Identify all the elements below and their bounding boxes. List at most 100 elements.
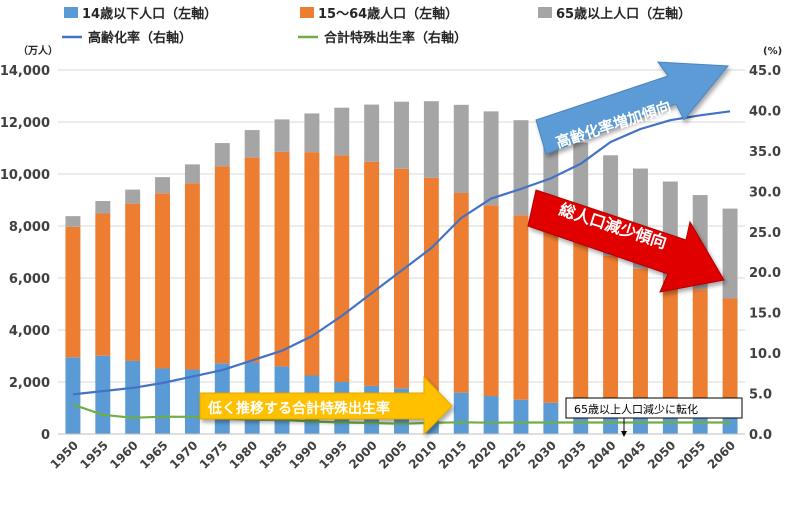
x-tick-label: 2000 (346, 438, 380, 472)
legend-label-elderly: 65歳以上人口（左軸） (556, 6, 691, 22)
right-tick-label: 20.0 (749, 266, 781, 281)
bar-elderly (244, 130, 260, 158)
bar-elderly (513, 120, 529, 216)
x-tick-label: 1955 (77, 438, 111, 472)
birthrate-trend-arrow: 低く推移する合計特殊出生率 (199, 375, 453, 436)
fertility-line (72, 403, 731, 425)
bar-young (125, 360, 141, 434)
bar-elderly (214, 143, 230, 167)
left-tick-label: 14,000 (0, 64, 50, 79)
bar-working (722, 298, 738, 414)
left-axis-ticks: 0 2,000 4,000 6,000 8,000 10,000 12,000 14,000 (0, 64, 50, 443)
x-tick-label: 2035 (555, 438, 589, 472)
right-tick-label: 45.0 (749, 64, 781, 79)
bar-young (184, 369, 200, 434)
lines-group (72, 110, 731, 425)
left-tick-label: 2,000 (9, 376, 50, 391)
bar-young (65, 357, 81, 434)
bar-elderly (95, 201, 111, 214)
bar-young (95, 355, 111, 434)
x-tick-label: 2005 (376, 438, 410, 472)
x-tick-label: 2020 (466, 438, 500, 472)
bar-working (483, 205, 499, 397)
right-tick-label: 30.0 (749, 185, 781, 200)
legend: 14歳以下人口（左軸） 15～64歳人口（左軸） 65歳以上人口（左軸） 高齢化… (62, 6, 691, 46)
bar-working (394, 168, 409, 389)
left-tick-label: 8,000 (9, 220, 50, 235)
bar-elderly (65, 216, 81, 227)
legend-swatch-working (300, 7, 314, 18)
right-tick-label: 25.0 (749, 226, 781, 241)
x-tick-label: 2060 (705, 438, 739, 472)
callout-label: 65歳以上人口減少に転化 (574, 402, 698, 416)
bar-elderly (125, 189, 141, 204)
left-tick-label: 12,000 (0, 116, 50, 131)
x-tick-label: 1980 (227, 438, 261, 472)
right-tick-label: 5.0 (749, 388, 772, 403)
right-tick-label: 35.0 (749, 145, 781, 160)
x-tick-label: 1950 (48, 438, 82, 472)
x-tick-label: 1965 (137, 438, 171, 472)
left-tick-label: 6,000 (9, 272, 50, 287)
legend-swatch-young (64, 7, 78, 18)
bar-young (722, 413, 738, 434)
bar-working (214, 166, 230, 364)
bar-elderly (184, 164, 200, 184)
bar-elderly (155, 177, 171, 194)
legend-label-fertility: 合計特殊出生率（右軸） (324, 30, 467, 46)
right-tick-label: 15.0 (749, 307, 781, 322)
right-tick-label: 0.0 (749, 428, 772, 443)
bar-working (692, 289, 708, 412)
bar-working (95, 213, 111, 356)
legend-label-young: 14歳以下人口（左軸） (82, 6, 217, 22)
callout-pointer-head (621, 431, 627, 437)
x-axis-ticks: 1950195519601965197019751980198519901995… (48, 438, 739, 472)
bar-working (364, 161, 380, 386)
bar-working (125, 203, 141, 361)
x-tick-label: 2025 (496, 438, 530, 472)
bar-working (423, 177, 439, 391)
x-tick-label: 2055 (675, 438, 709, 472)
bar-working (573, 239, 589, 405)
bar-working (543, 226, 559, 403)
bar-elderly (394, 101, 409, 169)
callout-box (565, 397, 743, 419)
bar-working (244, 157, 260, 363)
bar-young (155, 368, 171, 434)
population-arrow-shape (527, 189, 725, 293)
elderly-decline-callout: 65歳以上人口減少に転化 (565, 397, 743, 437)
bar-young (483, 396, 499, 434)
legend-swatch-elderly (538, 7, 552, 18)
x-tick-label: 1970 (167, 438, 201, 472)
x-tick-label: 1975 (197, 438, 231, 472)
left-tick-label: 0 (41, 428, 50, 443)
left-tick-label: 10,000 (0, 168, 50, 183)
bar-elderly (453, 104, 469, 193)
left-tick-label: 4,000 (9, 324, 50, 339)
x-tick-label: 2045 (615, 438, 649, 472)
x-tick-label: 2010 (406, 438, 440, 472)
right-axis-unit: (%) (763, 46, 782, 57)
right-tick-label: 40.0 (749, 104, 781, 119)
bar-elderly (364, 104, 380, 162)
bar-working (184, 183, 200, 370)
bar-elderly (423, 101, 439, 178)
bar-working (632, 268, 648, 408)
x-tick-label: 2040 (585, 438, 619, 472)
bar-working (453, 192, 469, 393)
bar-working (334, 155, 350, 382)
legend-label-working: 15～64歳人口（左軸） (318, 6, 458, 22)
bar-working (513, 215, 529, 400)
aging-trend-arrow: 高齢化率増加傾向 (535, 61, 730, 155)
bar-elderly (334, 107, 350, 156)
x-tick-label: 2015 (436, 438, 470, 472)
x-tick-label: 1960 (107, 438, 141, 472)
bar-elderly (304, 113, 320, 153)
bar-working (662, 279, 678, 410)
x-tick-label: 2050 (645, 438, 679, 472)
bar-working (304, 152, 320, 376)
bar-working (155, 193, 171, 369)
right-axis-ticks: 0.0 5.0 10.0 15.0 20.0 25.0 30.0 35.0 40.0 45.0 (749, 64, 781, 443)
bar-working (274, 151, 290, 367)
